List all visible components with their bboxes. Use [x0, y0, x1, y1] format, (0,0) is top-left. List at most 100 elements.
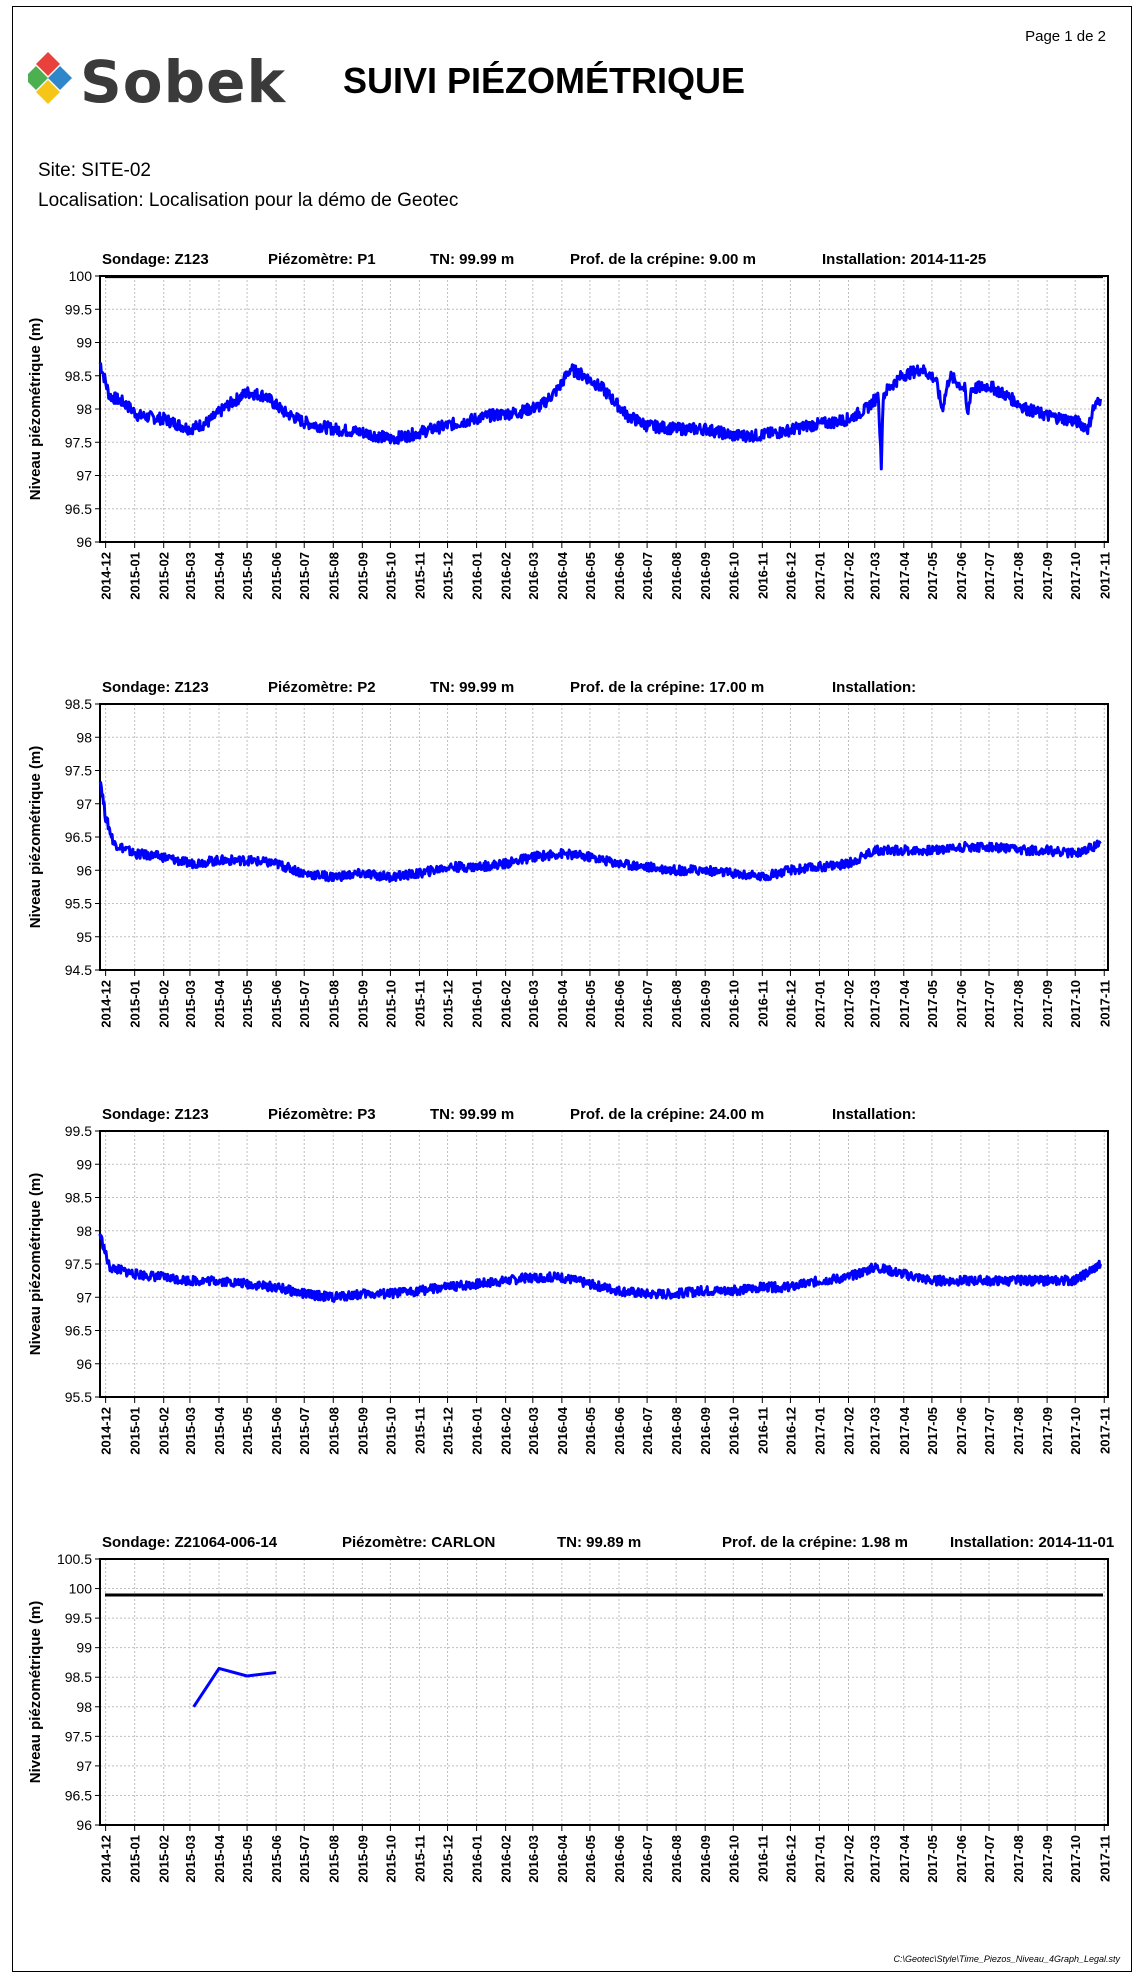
- x-tick-label: 2015-10: [383, 1835, 398, 1883]
- page-title: SUIVI PIÉZOMÉTRIQUE: [343, 60, 746, 101]
- x-tick-label: 2015-08: [326, 980, 341, 1028]
- chart1-tn: TN: 99.99 m: [430, 251, 515, 268]
- chart3-sondage: Sondage: Z123: [102, 1106, 209, 1123]
- x-tick-label: 2017-08: [1011, 552, 1026, 600]
- x-tick-label: 2015-11: [412, 552, 427, 599]
- x-tick-label: 2015-09: [355, 1835, 370, 1883]
- x-tick-label: 2015-07: [297, 980, 312, 1028]
- y-tick-label: 100: [69, 1581, 93, 1597]
- x-tick-label: 2016-04: [555, 979, 570, 1027]
- y-tick-label: 96.5: [65, 501, 92, 517]
- x-tick-label: 2016-05: [583, 1835, 598, 1883]
- x-tick-label: 2015-03: [183, 1407, 198, 1455]
- chart3-plot: 99.5 99 98.5 98 97.5 97 96.5 96 95.5 2014-12 2015-…: [27, 1123, 1112, 1455]
- x-tick-label: 2016-09: [698, 980, 713, 1028]
- x-tick-label: 2015-09: [355, 1407, 370, 1455]
- localisation-label: Localisation: Localisation pour la démo …: [38, 190, 459, 211]
- x-tick-label: 2017-11: [1097, 980, 1112, 1027]
- x-tick-label: 2015-01: [128, 980, 143, 1028]
- x-tick-label: 2017-04: [897, 1834, 912, 1882]
- x-tick-label: 2016-06: [612, 552, 627, 600]
- x-tick-label: 2015-02: [157, 980, 172, 1028]
- x-tick-label: 2016-03: [526, 1407, 541, 1455]
- x-tick-label: 2015-05: [240, 980, 255, 1028]
- x-tick-label: 2016-09: [698, 552, 713, 600]
- y-axis-label: Niveau piézométrique (m): [27, 1601, 44, 1784]
- y-tick-label: 99: [76, 1640, 92, 1656]
- x-tick-label: 2015-03: [183, 552, 198, 600]
- y-tick-label: 98.5: [65, 1669, 92, 1685]
- x-tick-label: 2017-01: [812, 1407, 827, 1455]
- x-tick-label: 2017-05: [925, 1835, 940, 1883]
- x-tick-label: 2015-12: [441, 1407, 456, 1455]
- x-tick-label: 2017-10: [1068, 1407, 1083, 1455]
- x-tick-label: 2016-10: [726, 1407, 741, 1455]
- x-tick-label: 2016-07: [640, 1835, 655, 1883]
- x-tick-label: 2015-12: [441, 980, 456, 1028]
- chart4-piezometre: Piézomètre: CARLON: [342, 1534, 496, 1551]
- x-tick-label: 2016-04: [555, 1834, 570, 1882]
- y-tick-label: 99.5: [65, 1123, 92, 1139]
- x-tick-label: 2016-02: [499, 1407, 514, 1455]
- x-tick-label: 2015-05: [240, 1835, 255, 1883]
- y-tick-label: 99.5: [65, 301, 92, 317]
- site-label: Site: SITE-02: [38, 160, 151, 181]
- x-tick-label: 2017-02: [842, 552, 857, 600]
- x-tick-label: 2017-05: [925, 980, 940, 1028]
- chart2-plot: 98.5 98 97.5 97 96.5 96 95.5 95 94.5 2014-12 2015-…: [27, 696, 1112, 1028]
- x-tick-label: 2016-05: [583, 980, 598, 1028]
- x-tick-label: 2017-01: [812, 980, 827, 1028]
- chart1-crepine: Prof. de la crépine: 9.00 m: [570, 251, 756, 268]
- x-tick-label: 2015-01: [128, 552, 143, 600]
- y-tick-label: 94.5: [65, 962, 92, 978]
- x-tick-label: 2016-04: [555, 1406, 570, 1454]
- x-tick-label: 2015-05: [240, 1407, 255, 1455]
- x-tick-label: 2016-06: [612, 1835, 627, 1883]
- x-tick-label: 2017-03: [868, 1407, 883, 1455]
- x-tick-label: 2015-08: [326, 1835, 341, 1883]
- y-tick-label: 96: [76, 862, 92, 878]
- x-tick-label: 2015-09: [355, 980, 370, 1028]
- x-tick-label: 2015-09: [355, 552, 370, 600]
- y-tick-label: 100.5: [57, 1551, 92, 1567]
- y-tick-label: 98: [76, 729, 92, 745]
- y-tick-label: 96.5: [65, 1787, 92, 1803]
- chart4-installation: Installation: 2014-11-01: [950, 1534, 1115, 1551]
- x-tick-label: 2017-04: [897, 1406, 912, 1454]
- x-tick-label: 2017-09: [1040, 1407, 1055, 1455]
- x-tick-label: 2017-03: [868, 1835, 883, 1883]
- x-tick-label: 2016-11: [755, 552, 770, 599]
- y-tick-label: 98.5: [65, 368, 92, 384]
- x-tick-label: 2017-11: [1097, 1407, 1112, 1454]
- x-tick-label: 2016-01: [470, 1407, 485, 1455]
- x-tick-label: 2016-07: [640, 552, 655, 600]
- x-tick-label: 2017-01: [812, 1835, 827, 1883]
- x-tick-label: 2015-10: [383, 552, 398, 600]
- chart1-sondage: Sondage: Z123: [102, 251, 209, 268]
- x-tick-label: 2015-02: [157, 552, 172, 600]
- chart3-crepine: Prof. de la crépine: 24.00 m: [570, 1106, 765, 1123]
- chart4-sondage: Sondage: Z21064-006-14: [102, 1534, 278, 1551]
- y-tick-label: 96: [76, 534, 92, 550]
- x-tick-label: 2015-10: [383, 980, 398, 1028]
- logo-wordmark: Sobek: [80, 48, 287, 116]
- y-tick-label: 96.5: [65, 1323, 92, 1339]
- x-tick-label: 2016-10: [726, 980, 741, 1028]
- x-tick-label: 2016-01: [470, 980, 485, 1028]
- y-tick-label: 99: [76, 335, 92, 351]
- y-tick-label: 95.5: [65, 896, 92, 912]
- x-tick-label: 2015-06: [269, 1835, 284, 1883]
- x-tick-label: 2016-09: [698, 1835, 713, 1883]
- y-tick-label: 97.5: [65, 763, 92, 779]
- y-tick-label: 97: [76, 1289, 92, 1305]
- x-tick-label: 2016-12: [783, 980, 798, 1028]
- chart2-crepine: Prof. de la crépine: 17.00 m: [570, 679, 765, 696]
- x-tick-label: 2016-10: [726, 1835, 741, 1883]
- x-tick-label: 2016-03: [526, 1835, 541, 1883]
- x-tick-label: 2016-01: [470, 1835, 485, 1883]
- x-tick-label: 2017-03: [868, 552, 883, 600]
- x-tick-label: 2017-06: [954, 1835, 969, 1883]
- x-tick-label: 2015-04: [212, 1406, 227, 1454]
- x-tick-label: 2015-06: [269, 552, 284, 600]
- x-tick-label: 2017-01: [812, 552, 827, 600]
